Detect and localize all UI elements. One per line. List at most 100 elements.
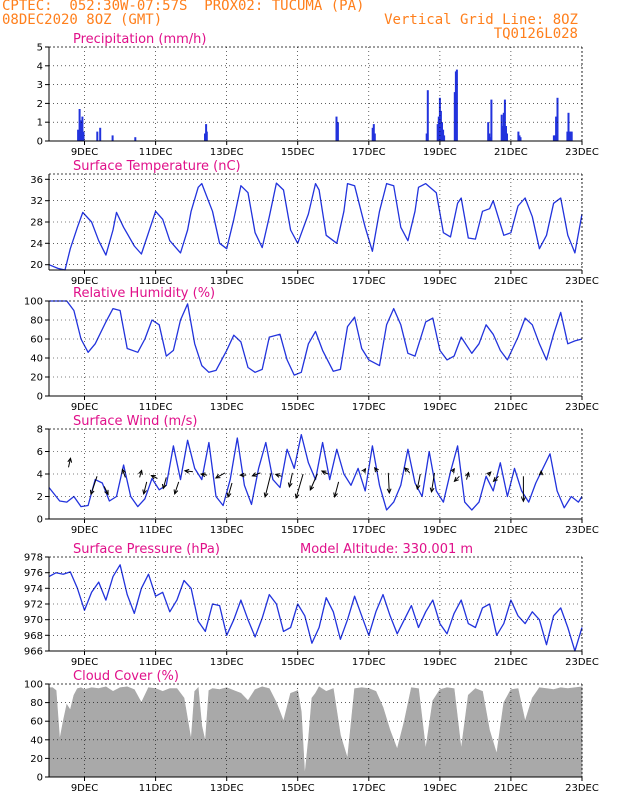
wind-arrow (404, 467, 411, 474)
wind-arrow-head (361, 467, 367, 474)
wind-arrow (334, 481, 340, 498)
pressure-x-tick-label: 9DEC (71, 657, 98, 668)
temp-y-tick-label: 36 (30, 175, 43, 186)
wind-arrow (416, 473, 421, 490)
cloud-x-tick-label: 21DEC (494, 783, 528, 794)
pressure-x-tick-label: 19DEC (423, 657, 457, 668)
precip-bar (567, 112, 570, 141)
temp-x-tick-label: 21DEC (494, 276, 528, 287)
wind-arrow (493, 475, 499, 482)
cloud-panel: Cloud Cover (%) 0 20 40 60 80 100 9DEC 11DEC 13DE… (24, 669, 599, 794)
wind-arrow-head (287, 482, 293, 489)
temp-title: Surface Temperature (nC) (73, 159, 241, 174)
wind-arrow-head (142, 489, 147, 496)
pressure-y-tick-label: 976 (24, 568, 43, 579)
wind-series (48, 433, 583, 511)
temp-x-tick-label: 17DEC (352, 276, 386, 287)
precip-bar (82, 131, 85, 141)
pressure-y-tick-label: 970 (24, 615, 43, 626)
wind-x-tick-label: 11DEC (139, 525, 173, 536)
wind-arrow (288, 472, 293, 488)
pressure-panel: Surface Pressure (hPa) Model Altitude: 33… (24, 542, 599, 668)
wind-arrow-head (333, 492, 338, 499)
wind-y-tick-label: 8 (37, 425, 43, 436)
wind-arrow-head (450, 467, 455, 474)
pressure-x-tick-label: 21DEC (494, 657, 528, 668)
wind-x-tick-label: 21DEC (494, 525, 528, 536)
precip-bar (336, 122, 339, 141)
wind-arrow-head (415, 484, 421, 491)
rh-x-tick-label: 11DEC (139, 402, 173, 413)
cloud-area (48, 686, 583, 778)
temp-y-tick-label: 24 (30, 239, 43, 250)
wind-arrow (162, 477, 167, 489)
wind-arrow-head (520, 496, 526, 503)
precip-series (77, 69, 573, 141)
precip-bar (437, 116, 440, 141)
rh-x-tick-label: 13DEC (210, 402, 244, 413)
wind-y-tick-label: 4 (37, 470, 43, 481)
temp-y-tick-label: 32 (30, 196, 43, 207)
wind-arrow-head (183, 468, 190, 474)
pressure-x-tick-label: 23DEC (565, 657, 599, 668)
precip-x-tick-label: 13DEC (210, 147, 244, 158)
precip-bar (443, 135, 446, 141)
cloud-x-tick-label: 17DEC (352, 783, 386, 794)
cloud-y-tick-label: 100 (24, 680, 43, 691)
wind-arrow (431, 472, 435, 492)
precip-bar (569, 131, 572, 141)
temp-y-tick-label: 28 (30, 218, 43, 229)
temp-line (48, 182, 583, 271)
rh-y-tick-label: 40 (30, 354, 43, 365)
wind-arrow (121, 469, 126, 478)
cloud-x-tick-label: 9DEC (71, 783, 98, 794)
wind-arrow-head (309, 485, 315, 492)
precip-x-tick-label: 23DEC (565, 147, 599, 158)
rh-y-tick-label: 60 (30, 335, 43, 346)
pressure-x-tick-label: 17DEC (352, 657, 386, 668)
rh-series (49, 300, 583, 376)
precip-x-tick-label: 15DEC (281, 147, 315, 158)
precip-y-tick-label: 1 (37, 118, 43, 129)
precip-x-tick-label: 11DEC (139, 147, 173, 158)
wind-arrow (454, 475, 460, 482)
precip-x-tick-label: 21DEC (494, 147, 528, 158)
wind-arrow-head (320, 470, 327, 475)
cloud-x-tick-label: 19DEC (423, 783, 457, 794)
precip-x-tick-label: 9DEC (71, 147, 98, 158)
rh-y-tick-label: 0 (37, 392, 43, 403)
pressure-grid (49, 557, 583, 651)
pressure-x-tick-label: 15DEC (281, 657, 315, 668)
cloud-y-tick-label: 80 (30, 698, 43, 709)
rh-x-tick-label: 21DEC (494, 402, 528, 413)
pressure-y-tick-label: 968 (24, 631, 43, 642)
wind-x-tick-label: 19DEC (423, 525, 457, 536)
precip-bar (570, 131, 573, 141)
cloud-x-tick-label: 23DEC (565, 783, 599, 794)
precip-bar (556, 97, 559, 141)
wind-arrow-head (429, 487, 435, 494)
wind-arrow-head (403, 467, 410, 473)
precip-bar (517, 131, 520, 141)
precip-bar (80, 120, 83, 141)
precip-bar (425, 133, 428, 141)
temp-y-tick-label: 20 (30, 260, 43, 271)
wind-arrow (184, 470, 193, 473)
precip-bar (453, 92, 456, 141)
wind-arrow-head (465, 471, 470, 478)
wind-arrow-head (251, 472, 257, 477)
wind-arrow-head (239, 472, 245, 478)
wind-arrow-head (386, 488, 392, 495)
rh-y-tick-label: 80 (30, 316, 43, 327)
wind-arrow-head (161, 483, 167, 490)
wind-arrow (103, 486, 109, 495)
wind-arrow (139, 470, 143, 478)
precip-x-tick-label: 17DEC (352, 147, 386, 158)
precip-grid (49, 47, 583, 141)
precip-bar (489, 137, 492, 141)
pressure-y-tick-label: 978 (24, 553, 43, 564)
header-grid-note: Vertical Grid Line: 8OZ (384, 12, 578, 28)
pressure-x-tick-label: 13DEC (210, 657, 244, 668)
rh-panel: Relative Humidity (%) 0 20 40 60 80 100 9DEC 11D… (24, 286, 599, 413)
